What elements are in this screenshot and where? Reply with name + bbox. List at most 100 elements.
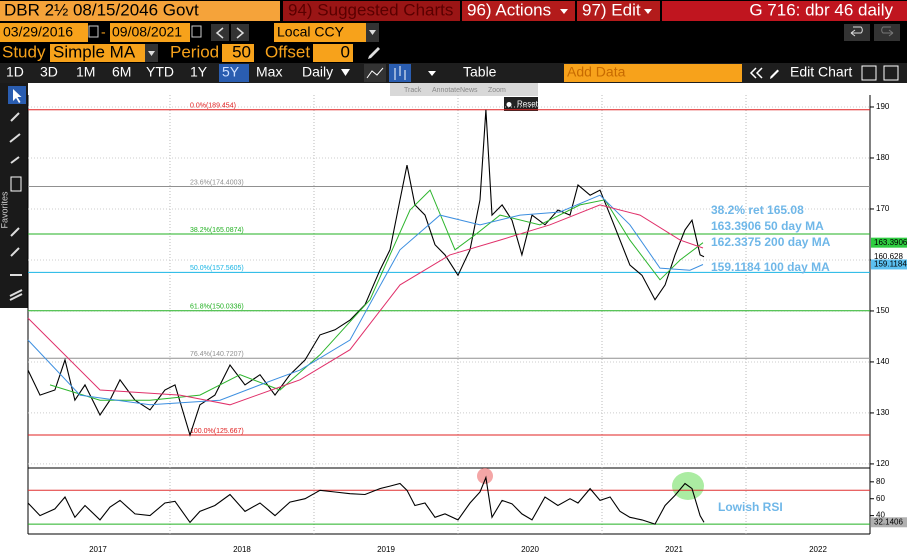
- add-data-field[interactable]: [564, 64, 742, 82]
- tool-icons[interactable]: [9, 274, 23, 301]
- study-name: Simple MA: [53, 42, 136, 61]
- edit: 97) Edit: [582, 0, 641, 19]
- series-line: [27, 109, 705, 437]
- security-field[interactable]: [0, 1, 280, 21]
- y-tick-label: 140: [876, 357, 890, 366]
- tool-icons[interactable]: [9, 112, 21, 257]
- offset: 0: [341, 42, 350, 61]
- end-date-field[interactable]: [110, 23, 190, 42]
- level-label: 23.6%(174.4003): [190, 179, 244, 186]
- prev-button[interactable]: [211, 24, 229, 41]
- level-label: 76.4%(140.7207): [190, 351, 244, 358]
- y-tick-label: 60: [876, 494, 885, 503]
- suggested-button[interactable]: [283, 1, 460, 21]
- annotation: 162.3375 200 day MA: [711, 235, 831, 249]
- bar-icon: [394, 66, 406, 80]
- pencil-icon[interactable]: [368, 47, 380, 59]
- dropdown-arrow: [644, 9, 652, 14]
- pencil-icon: [770, 69, 779, 79]
- study-field[interactable]: [50, 44, 145, 62]
- table-button[interactable]: Table: [463, 64, 497, 80]
- annotation: 159.1184 100 day MA: [711, 260, 830, 274]
- series-line: [27, 475, 705, 525]
- security: DBR 2½ 08/15/2046 Govt: [4, 0, 199, 19]
- calendar-icon[interactable]: [191, 25, 202, 38]
- offset-label: Offset: [265, 42, 310, 61]
- x-tick-label: 2017: [89, 545, 107, 554]
- mini-tool[interactable]: Annotate: [432, 87, 460, 94]
- period-button[interactable]: 3D: [40, 64, 58, 80]
- y-tick-label: 40: [876, 511, 885, 520]
- annotation: Lowish RSI: [718, 500, 783, 514]
- period-button[interactable]: 6M: [112, 64, 131, 80]
- annotation: 38.2% ret 165.08: [711, 203, 804, 217]
- settings-icon[interactable]: [861, 65, 877, 81]
- tool-icon[interactable]: [10, 176, 22, 192]
- period-field[interactable]: [222, 44, 254, 62]
- period-button[interactable]: Max: [256, 64, 282, 80]
- expand-icon[interactable]: [883, 65, 899, 81]
- period-button[interactable]: YTD: [146, 64, 174, 80]
- last-value-box: [871, 237, 907, 248]
- y-tick-label: 80: [876, 477, 885, 486]
- currency: Local CCY: [277, 24, 345, 40]
- end-date: 09/08/2021: [112, 24, 182, 40]
- collapse-icon[interactable]: [749, 67, 763, 79]
- edit-button[interactable]: [577, 1, 660, 21]
- last-value: 163.3906: [874, 238, 907, 247]
- level-label: 100.0%(125.667): [190, 428, 244, 435]
- offset-field[interactable]: [313, 44, 353, 62]
- pointer-icon: [13, 89, 22, 103]
- next-button[interactable]: [231, 24, 249, 41]
- next-icon: [236, 27, 245, 39]
- prev-icon: [215, 27, 224, 39]
- y-tick-label: 170: [876, 204, 890, 213]
- add-data: Add Data: [567, 64, 626, 80]
- study-label: Study: [2, 42, 46, 61]
- mini-tool[interactable]: Track: [404, 87, 422, 94]
- edit-chart[interactable]: Edit Chart: [790, 64, 852, 80]
- rsi-highlight: [477, 468, 493, 484]
- y-tick-label: 180: [876, 153, 890, 162]
- start-date-field[interactable]: [0, 23, 88, 42]
- reset-button[interactable]: [504, 97, 538, 111]
- last-value-box: [871, 259, 907, 270]
- period-button[interactable]: 1Y: [190, 64, 208, 80]
- y-tick-label: 190: [876, 102, 890, 111]
- calendar-icon[interactable]: [88, 25, 99, 38]
- mini-toolbar: [390, 83, 538, 96]
- period-button[interactable]: 1M: [76, 64, 95, 80]
- period-selected[interactable]: [219, 64, 249, 82]
- line-icon: [366, 67, 384, 79]
- dropdown-arrow: [148, 51, 155, 56]
- dropdown-arrow: [341, 69, 350, 76]
- y-tick-label: 120: [876, 459, 890, 468]
- period-button[interactable]: 5Y: [222, 64, 240, 80]
- mini-tool[interactable]: Zoom: [488, 87, 506, 94]
- dropdown-arrow: [428, 71, 436, 76]
- last-value: 159.1184: [874, 260, 907, 269]
- reset: Reset: [517, 100, 539, 109]
- period-label: Period: [170, 42, 219, 61]
- actions: 96) Actions: [467, 0, 551, 19]
- y-tick-label: 130: [876, 408, 890, 417]
- sidebar: [0, 83, 28, 308]
- x-tick-label: 2018: [233, 545, 251, 554]
- frequency[interactable]: Daily: [302, 64, 333, 80]
- annotation: 163.3906 50 day MA: [711, 219, 824, 233]
- last-value-box: [871, 517, 907, 528]
- undo-icon: [850, 26, 863, 37]
- series-line: [49, 189, 704, 401]
- suggested: 94) Suggested Charts: [288, 0, 453, 19]
- mini-toolbar-items: Track Annotate News Zoom: [404, 87, 506, 94]
- series-line: [27, 194, 704, 406]
- y-tick-label: 150: [876, 306, 890, 315]
- series-line: [27, 204, 704, 406]
- toolbar: [0, 63, 907, 83]
- currency-field[interactable]: [274, 23, 366, 42]
- mini-tool[interactable]: News: [460, 87, 478, 94]
- start-date: 03/29/2016: [3, 24, 73, 40]
- period-button[interactable]: 1D: [6, 64, 24, 80]
- actions-button[interactable]: [462, 1, 575, 21]
